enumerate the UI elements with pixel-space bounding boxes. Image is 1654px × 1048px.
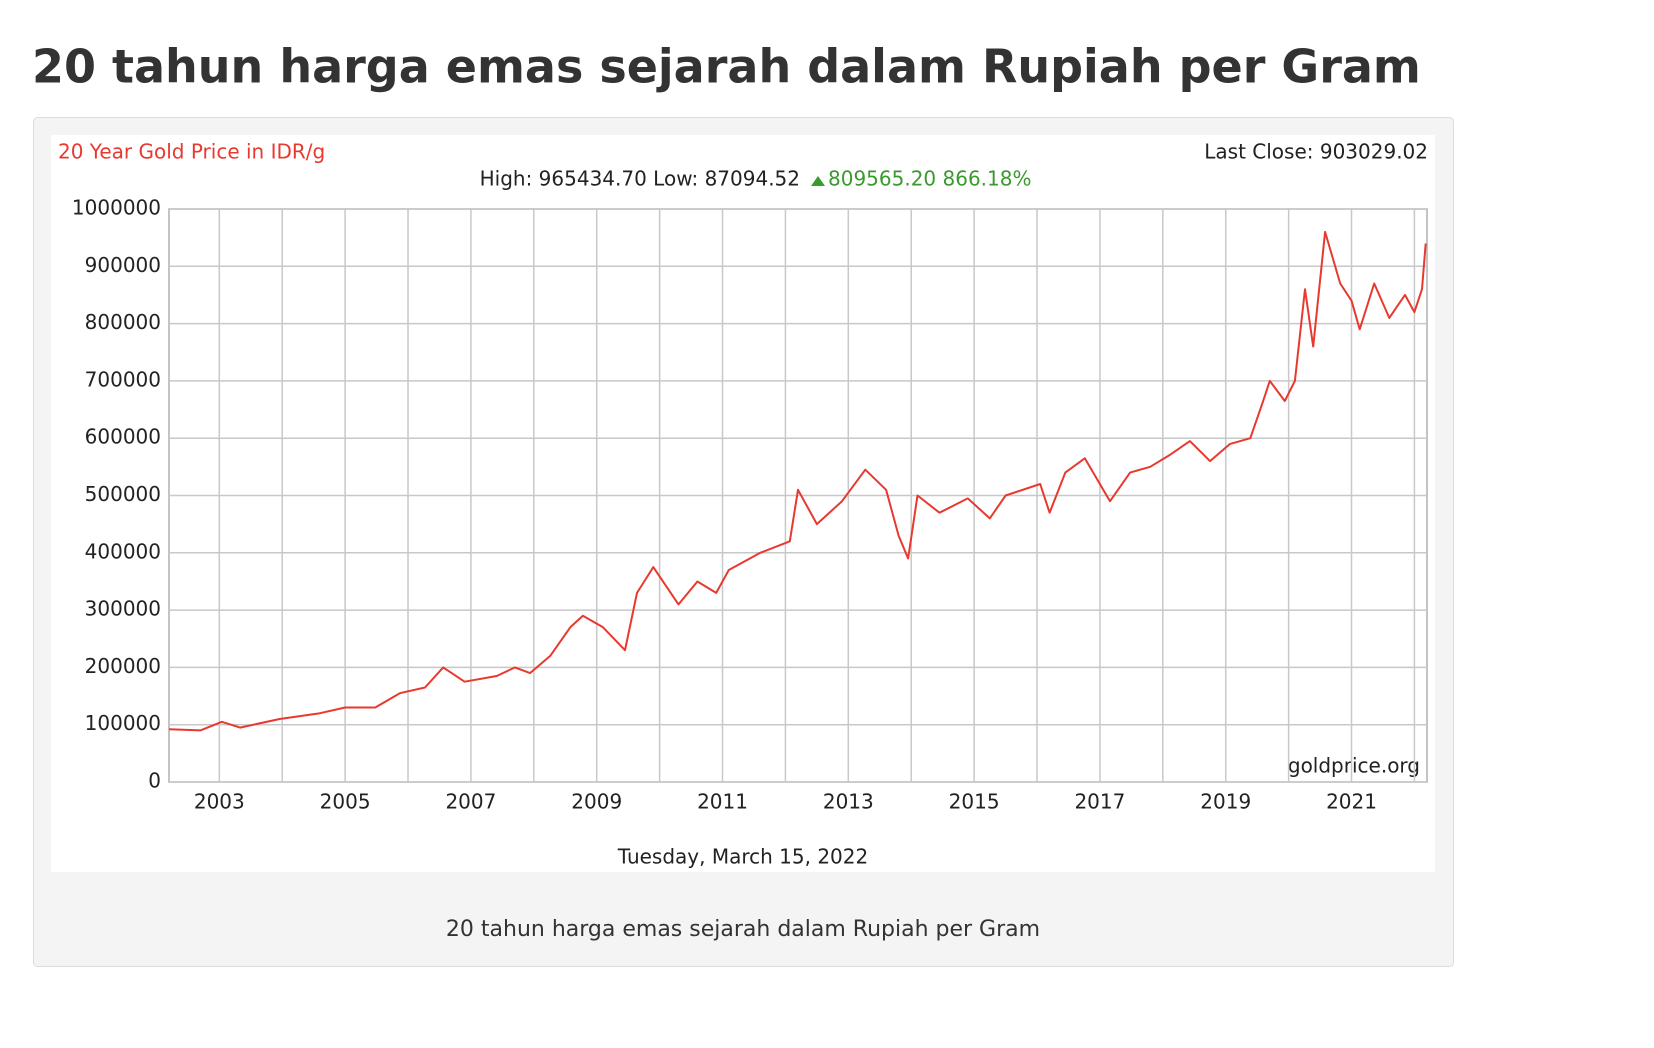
page-title: 20 tahun harga emas sejarah dalam Rupiah… bbox=[32, 40, 1421, 94]
x-tick-label: 2007 bbox=[445, 790, 496, 814]
x-tick-label: 2003 bbox=[194, 790, 245, 814]
y-tick-label: 500000 bbox=[85, 482, 161, 506]
y-tick-label: 300000 bbox=[85, 597, 161, 621]
y-tick-label: 900000 bbox=[85, 253, 161, 277]
x-tick-label: 2005 bbox=[320, 790, 371, 814]
y-tick-label: 400000 bbox=[85, 539, 161, 563]
plot: 0 100000 200000 300000 400000 500000 600000 700… bbox=[72, 196, 1427, 814]
change: 809565.20 866.18% bbox=[828, 167, 1032, 191]
chart-title: 20 Year Gold Price in IDR/g bbox=[58, 140, 325, 164]
y-tick-label: 600000 bbox=[85, 425, 161, 449]
source: goldprice.org bbox=[1288, 754, 1420, 778]
chart-panel bbox=[51, 135, 1435, 872]
caption: 20 tahun harga emas sejarah dalam Rupiah… bbox=[446, 917, 1040, 942]
up-arrow bbox=[811, 176, 825, 186]
date: Tuesday, March 15, 2022 bbox=[617, 845, 868, 869]
last-close: Last Close: 903029.02 bbox=[1204, 140, 1428, 164]
x-tick-label: 2013 bbox=[823, 790, 874, 814]
y-tick-label: 800000 bbox=[85, 310, 161, 334]
y-tick-label: 700000 bbox=[85, 367, 161, 391]
x-tick-label: 2011 bbox=[697, 790, 748, 814]
x-tick-label: 2021 bbox=[1326, 790, 1377, 814]
x-tick-label: 2017 bbox=[1074, 790, 1125, 814]
y-tick-label: 100000 bbox=[85, 711, 161, 735]
y-tick-label: 200000 bbox=[85, 654, 161, 678]
stats: High: 965434.70 Low: 87094.52 bbox=[480, 167, 800, 191]
y-tick-label: 0 bbox=[148, 769, 161, 793]
price-line bbox=[168, 230, 1427, 732]
x-tick-label: 2019 bbox=[1200, 790, 1251, 814]
y-tick-label: 1000000 bbox=[72, 196, 161, 220]
x-tick-label: 2009 bbox=[571, 790, 622, 814]
x-tick-label: 2015 bbox=[949, 790, 1000, 814]
